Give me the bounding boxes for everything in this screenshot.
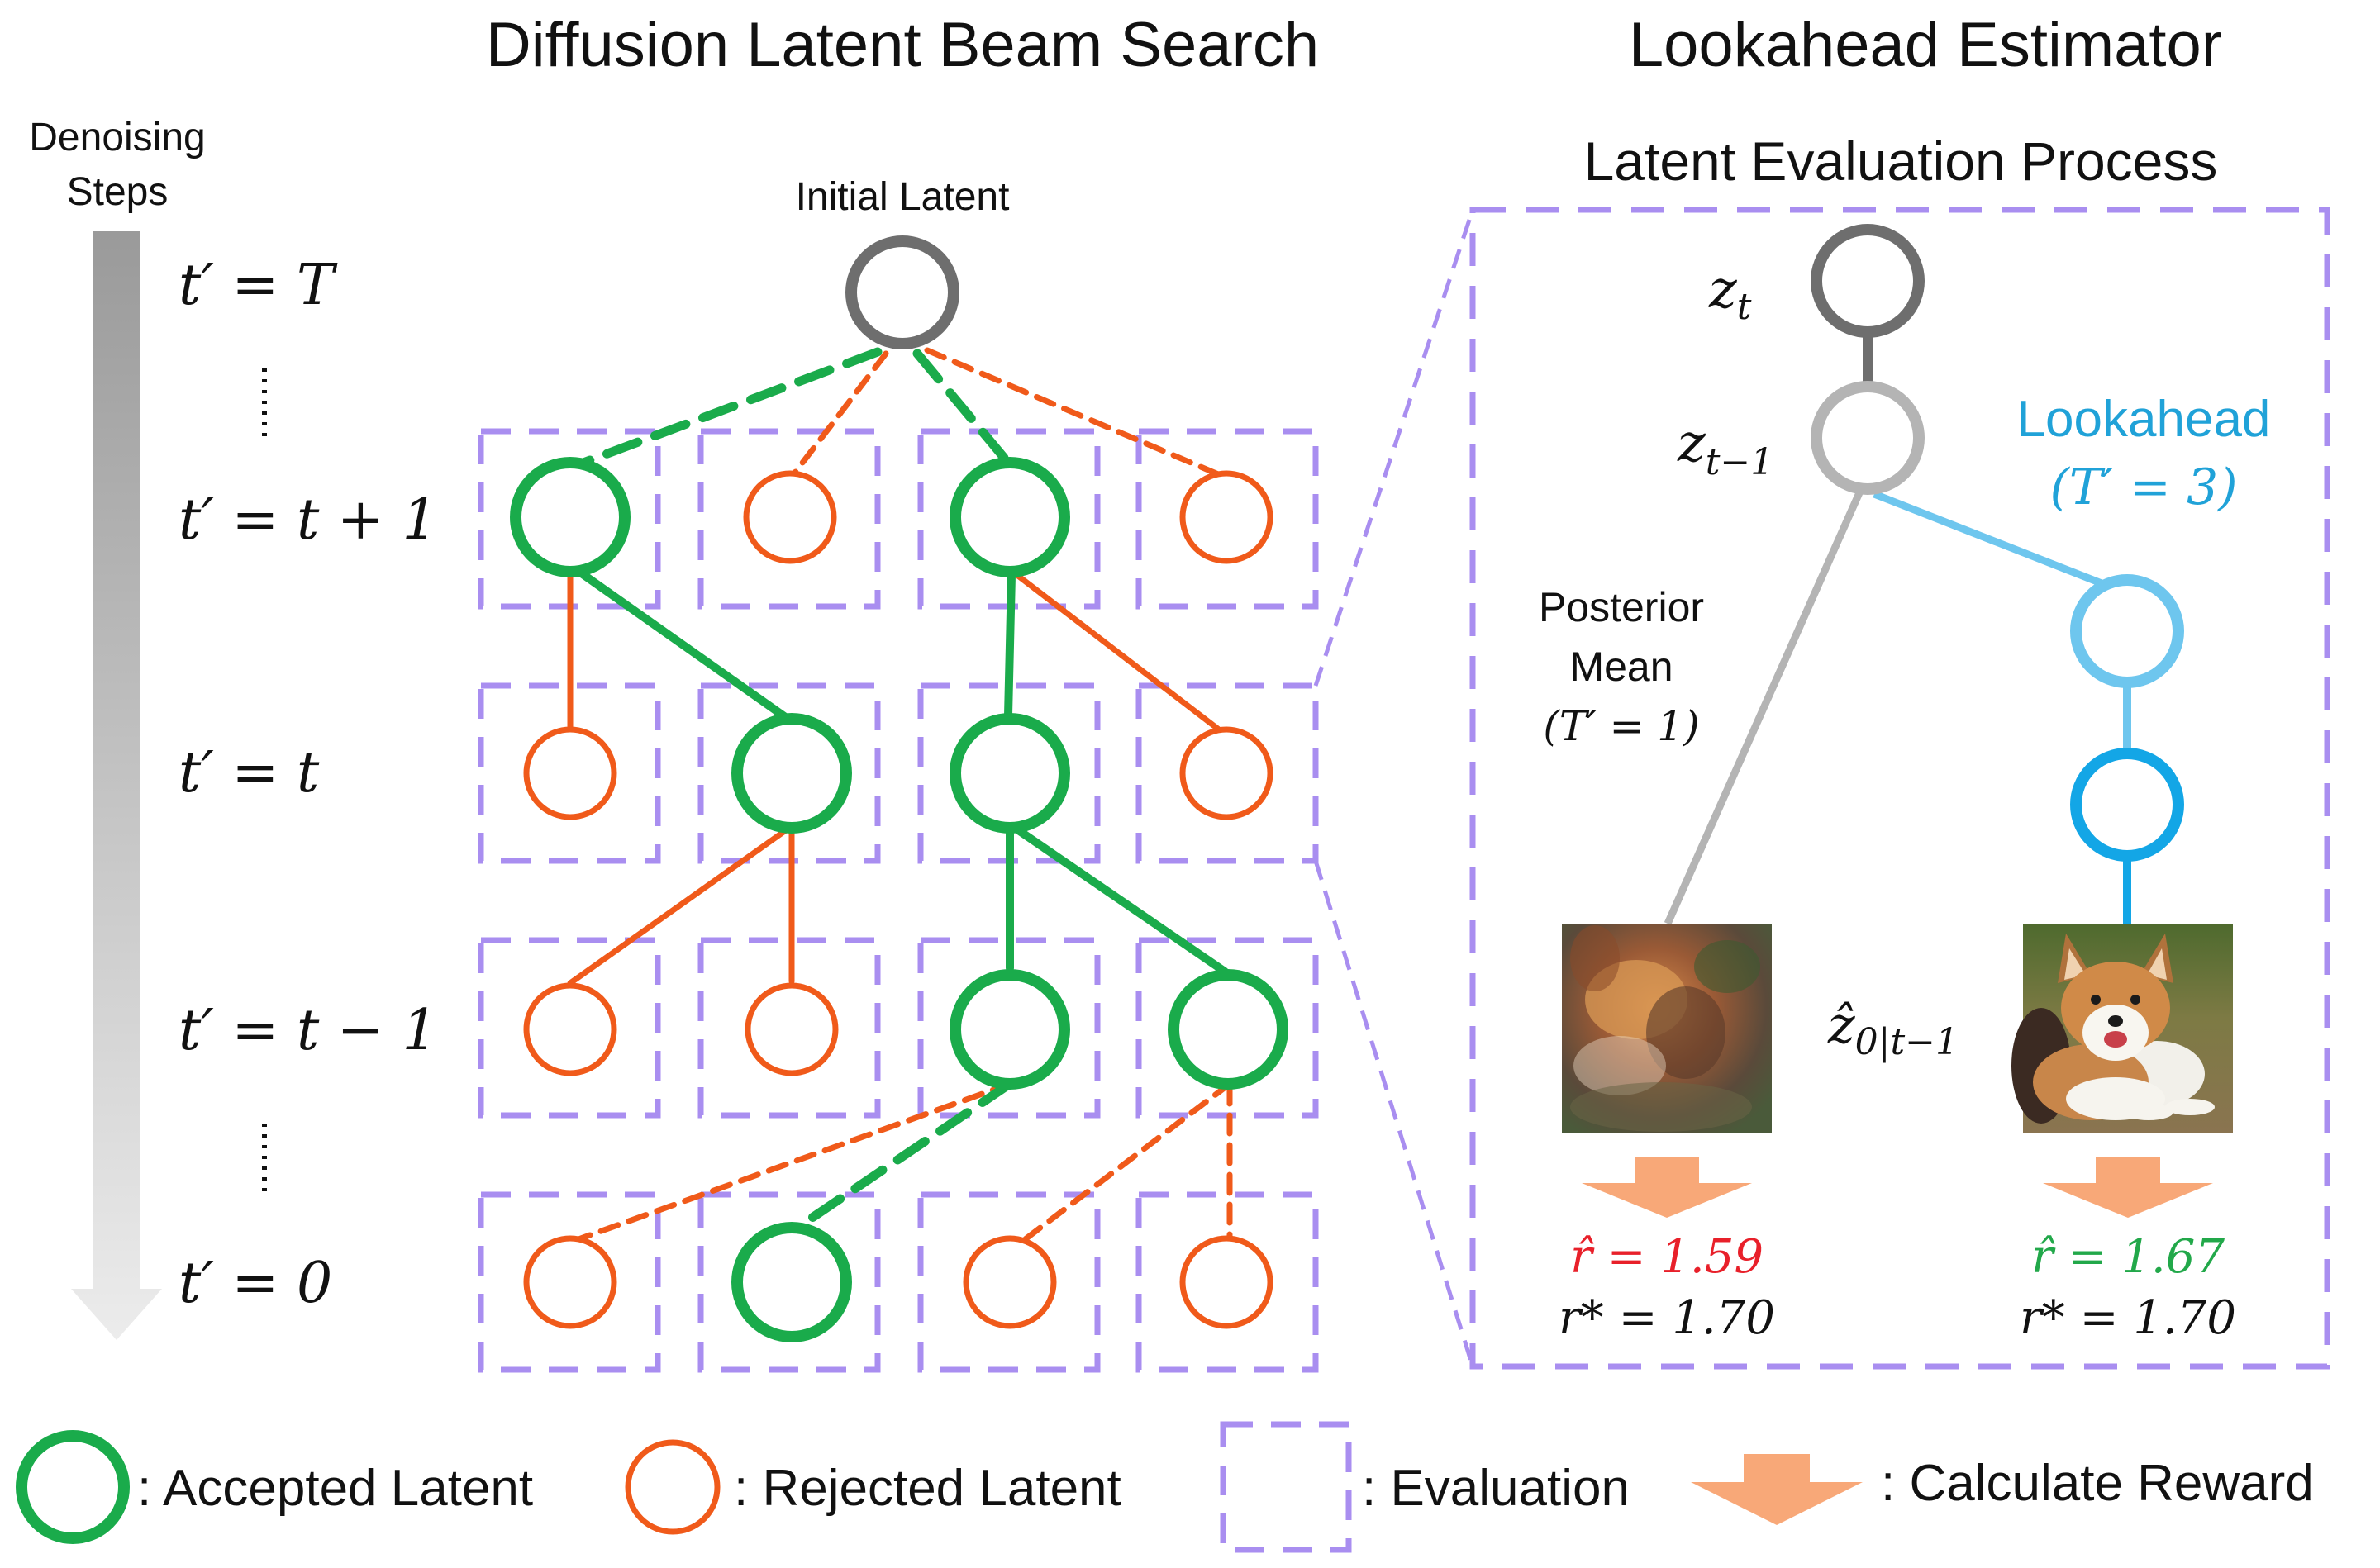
eval-box [478, 1191, 661, 1373]
accepted-latent-node [510, 457, 631, 577]
posterior-reward-arrow [1582, 1157, 1752, 1218]
rejected-latent-node [523, 982, 617, 1076]
edge-rejected-dashed [575, 1081, 1013, 1243]
tree-edges [565, 347, 1233, 1249]
edge-accepted [1004, 571, 1016, 720]
edge-lookahead-1 [1873, 490, 2107, 589]
step-label-t-plus-1: t′ = t + 1 [178, 487, 438, 553]
lookahead-output-image [2011, 924, 2233, 1133]
latent-evaluation-box [1469, 207, 2330, 1370]
accepted-latent-node [1168, 969, 1288, 1090]
posterior-label-line2: Mean [1569, 644, 1673, 690]
lookahead-label: Lookahead [2017, 391, 2271, 448]
edge-rejected-dashed [792, 350, 889, 476]
legend: : Accepted Latent : Rejected Latent : Ev… [16, 1421, 2314, 1553]
rejected-latent-node [523, 1235, 617, 1329]
rejected-latent-node [1179, 726, 1273, 820]
zoom-connector-bottom [1313, 860, 1475, 1367]
accepted-latent-node [950, 457, 1070, 577]
rejected-latent-node [745, 982, 839, 1076]
eval-box [917, 1191, 1101, 1373]
step-label-t-minus-1: t′ = t − 1 [178, 998, 438, 1063]
z-t-node [1811, 224, 1925, 338]
rejected-latent-node [1179, 1235, 1273, 1329]
rejected-latent-node [523, 726, 617, 820]
eval-box [1135, 428, 1319, 610]
edge-accepted [573, 566, 794, 725]
legend-evaluation-label: : Evaluation [1362, 1460, 1630, 1517]
edge-rejected-dashed [924, 347, 1233, 482]
legend-accepted-label: : Accepted Latent [137, 1460, 533, 1517]
step-label-0: t′ = 0 [178, 1251, 332, 1316]
tree-nodes [510, 235, 1288, 1342]
initial-latent-node [845, 235, 959, 349]
step-labels: t′ = T t′ = t + 1 t′ = t t′ = t − 1 t′ =… [178, 253, 438, 1316]
step-label-T: t′ = T [178, 253, 338, 318]
legend-accepted-icon [16, 1430, 130, 1544]
eval-box [478, 937, 661, 1119]
accepted-latent-node [731, 713, 852, 834]
lookahead-node-2 [2070, 748, 2184, 862]
lookahead-param: (T′ = 3) [2049, 459, 2237, 516]
denoising-steps-arrow [71, 231, 162, 1340]
left-title: Diffusion Latent Beam Search [486, 10, 1319, 80]
edge-rejected-dashed [1013, 1081, 1233, 1249]
eval-box [697, 937, 881, 1119]
z0-label: ẑ0|t−1 [1827, 995, 1959, 1063]
zoom-connector-top [1313, 209, 1475, 687]
eval-box [697, 428, 881, 610]
edge-accepted [1011, 824, 1229, 976]
z-t-minus-1-node [1811, 381, 1925, 495]
rejected-latent-node [1179, 470, 1273, 564]
denoising-label-line2: Steps [67, 170, 169, 214]
legend-reward-label: : Calculate Reward [1881, 1455, 2314, 1512]
edge-accepted-dashed [790, 1079, 1015, 1234]
legend-rejected-label: : Rejected Latent [734, 1460, 1121, 1517]
edge-accepted-dashed [912, 349, 1013, 468]
z-t-label: zt [1708, 259, 1752, 328]
lookahead-true-reward: r* = 1.70 [2020, 1291, 2236, 1345]
posterior-label-line1: Posterior [1539, 584, 1704, 630]
eval-box [478, 682, 661, 864]
legend-rejected-icon [625, 1439, 721, 1535]
legend-reward-arrow-icon [1691, 1454, 1863, 1525]
eval-box [697, 1191, 881, 1373]
rejected-latent-node [743, 470, 837, 564]
edge-accepted-dashed [565, 347, 883, 473]
lookahead-estimated-reward: r̂ = 1.67 [2031, 1230, 2225, 1284]
accepted-latent-node [950, 969, 1070, 1090]
accepted-latent-node [950, 713, 1070, 834]
z-t-minus-1-label: zt−1 [1677, 413, 1773, 483]
eval-box [1135, 1191, 1319, 1373]
accepted-latent-node [731, 1222, 852, 1342]
initial-latent-label: Initial Latent [796, 175, 1010, 219]
lookahead-node-1 [2070, 574, 2184, 688]
denoising-label-line1: Denoising [29, 116, 205, 159]
edge-rejected [1011, 570, 1230, 739]
posterior-mean-image [1562, 924, 1772, 1133]
edge-posterior-mean [1664, 487, 1865, 925]
posterior-param: (T′ = 1) [1543, 702, 1699, 750]
eval-box [1135, 682, 1319, 864]
posterior-true-reward: r* = 1.70 [1559, 1291, 1775, 1345]
process-title: Latent Evaluation Process [1584, 131, 2218, 192]
right-title: Lookahead Estimator [1629, 10, 2222, 80]
rejected-latent-node [963, 1235, 1057, 1329]
legend-evaluation-icon [1220, 1421, 1352, 1553]
edge-rejected [567, 823, 795, 986]
step-label-t: t′ = t [178, 740, 320, 805]
posterior-estimated-reward: r̂ = 1.59 [1570, 1230, 1764, 1284]
eval-box [917, 937, 1101, 1119]
lookahead-reward-arrow [2043, 1157, 2213, 1218]
